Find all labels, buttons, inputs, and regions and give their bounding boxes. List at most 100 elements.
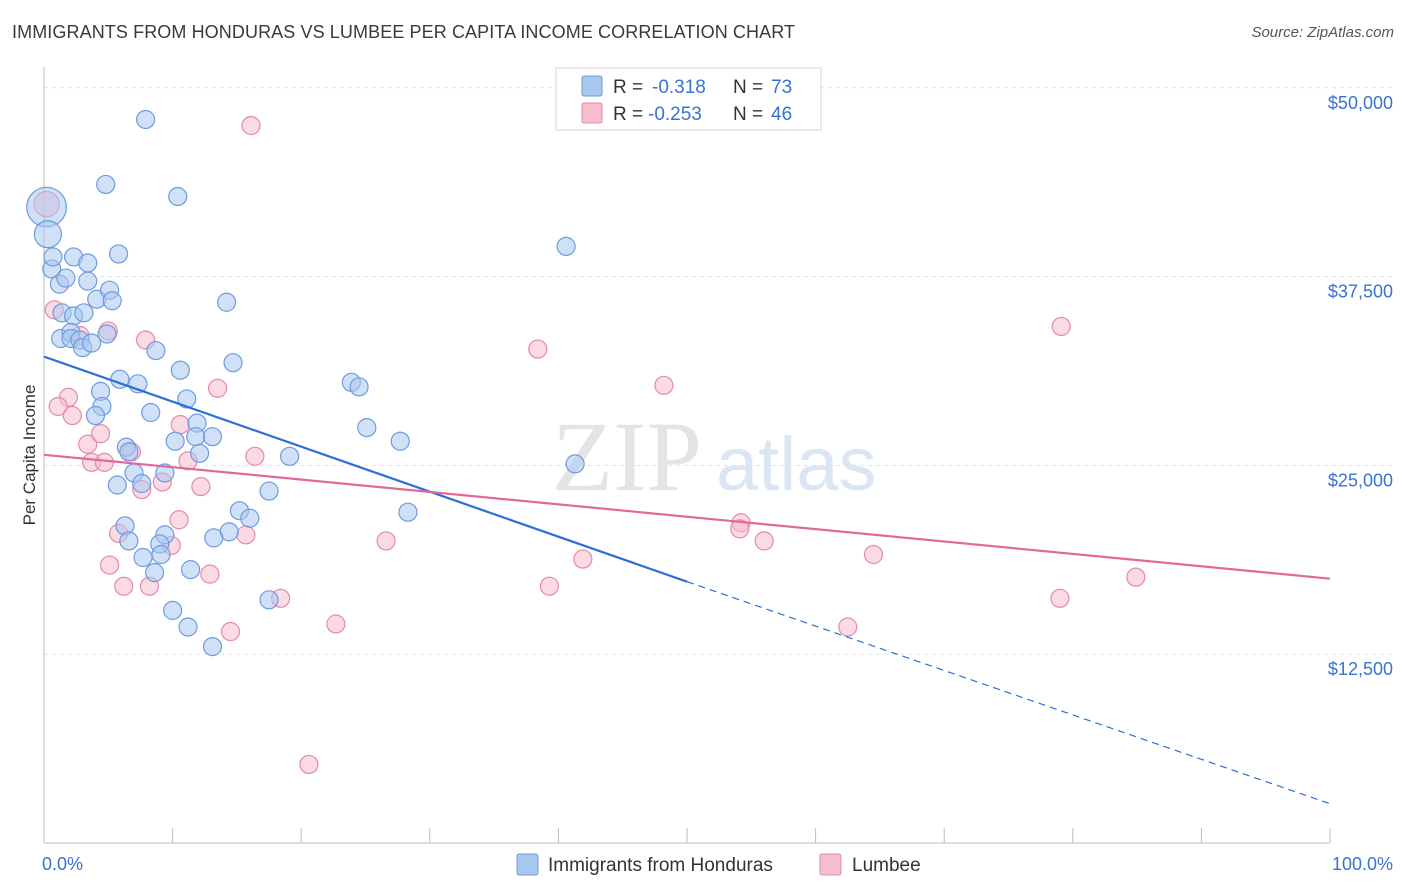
trend-lines: [43, 355, 1331, 805]
lumbee-point: [48, 396, 68, 417]
lumbee-point: [539, 576, 559, 596]
legend-swatch-honduras: [581, 75, 603, 97]
honduras-point: [168, 186, 188, 207]
honduras-point: [133, 547, 153, 568]
honduras-point: [108, 244, 129, 264]
honduras-point: [132, 473, 152, 494]
lumbee-point: [754, 531, 774, 551]
honduras-point: [165, 431, 185, 451]
lumbee-point: [241, 115, 261, 136]
honduras-point: [398, 502, 418, 522]
x-tick-label: 0.0%: [42, 854, 83, 874]
lumbee-point: [99, 555, 120, 575]
honduras-point: [178, 617, 198, 637]
honduras-point: [181, 560, 201, 580]
lumbee-point: [376, 531, 396, 551]
honduras-point: [135, 109, 156, 130]
lumbee-trend-line: [43, 453, 1331, 580]
lumbee-point: [94, 452, 115, 472]
series-legend-label-lumbee: Lumbee: [852, 855, 921, 876]
legend-r-value-honduras: -0.318: [652, 77, 706, 98]
honduras-point: [565, 454, 585, 474]
lumbee-point: [245, 446, 265, 466]
legend-n-label-honduras: N =: [733, 77, 763, 98]
honduras-trend-line: [43, 355, 688, 583]
y-tick-label: $37,500: [1328, 282, 1393, 302]
honduras-point: [357, 418, 377, 438]
honduras-point: [240, 508, 260, 528]
legend-r-value-lumbee: -0.253: [648, 104, 702, 125]
honduras-point: [163, 600, 183, 620]
honduras-point: [190, 443, 210, 463]
honduras-point: [390, 431, 410, 451]
y-tick-labels: $50,000 $37,500 $25,000 $12,500: [1328, 93, 1393, 679]
honduras-point: [144, 563, 165, 583]
lumbee-point: [299, 754, 319, 775]
honduras-point: [96, 174, 116, 195]
lumbee-point: [90, 424, 111, 444]
lumbee-point: [114, 576, 134, 596]
legend-swatch-lumbee: [581, 102, 603, 124]
lumbee-points: [33, 115, 1146, 775]
y-axis-label: Per Capita Income: [20, 385, 39, 526]
honduras-point: [119, 442, 139, 462]
lumbee-point: [78, 434, 98, 454]
lumbee-point: [191, 476, 211, 497]
honduras-point: [78, 271, 98, 291]
lumbee-point: [220, 621, 241, 642]
lumbee-point: [62, 405, 82, 426]
honduras-point: [43, 247, 63, 267]
legend-n-value-lumbee: 46: [771, 104, 792, 125]
honduras-point: [107, 475, 127, 495]
y-tick-label: $25,000: [1328, 470, 1393, 490]
lumbee-point: [170, 414, 190, 435]
grid-lines: [44, 87, 1395, 655]
y-tick-label: $50,000: [1328, 93, 1393, 113]
series-legend-swatch-honduras: [516, 853, 539, 876]
legend-r-label-honduras: R =: [613, 77, 643, 98]
honduras-point: [177, 389, 197, 409]
honduras-point: [259, 481, 279, 501]
lumbee-point: [863, 544, 884, 565]
honduras-point: [85, 405, 106, 426]
lumbee-point: [838, 617, 858, 637]
honduras-point: [349, 377, 369, 397]
honduras-points: [26, 109, 585, 657]
honduras-point: [204, 528, 224, 548]
x-tick-labels: 0.0% 100.0%: [42, 854, 1393, 874]
honduras-point: [217, 292, 237, 312]
lumbee-point: [730, 519, 750, 539]
honduras-point: [202, 427, 223, 447]
lumbee-point: [1126, 567, 1146, 587]
x-tick-label: 100.0%: [1332, 854, 1393, 874]
honduras-point: [186, 427, 206, 447]
lumbee-point: [573, 549, 593, 569]
honduras-point: [33, 220, 62, 249]
legend-n-value-honduras: 73: [771, 77, 792, 98]
lumbee-point: [326, 614, 346, 634]
source-credit: Source: ZipAtlas.com: [1251, 24, 1394, 41]
lumbee-point: [1051, 316, 1071, 337]
honduras-point: [78, 253, 98, 273]
honduras-point: [155, 463, 175, 483]
honduras-point: [146, 340, 166, 361]
lumbee-point: [1050, 588, 1070, 608]
y-tick-label: $12,500: [1328, 659, 1393, 679]
honduras-point: [81, 333, 102, 353]
honduras-point: [56, 268, 76, 288]
watermark-atlas: atlas: [716, 422, 877, 507]
honduras-point: [259, 590, 279, 610]
legend-r-label-lumbee: R =: [613, 104, 643, 125]
honduras-point: [119, 531, 139, 551]
chart-title: IMMIGRANTS FROM HONDURAS VS LUMBEE PER C…: [12, 22, 796, 42]
honduras-point: [170, 360, 190, 380]
series-legend: Immigrants from Honduras Lumbee: [516, 853, 921, 876]
stats-legend: R = -0.318 N = 73 R = -0.253 N = 46: [555, 67, 822, 131]
honduras-point: [223, 353, 243, 373]
lumbee-point: [208, 378, 228, 398]
watermark: ZIP atlas: [552, 401, 877, 512]
honduras-point: [556, 236, 576, 256]
honduras-point: [141, 402, 161, 423]
honduras-point: [280, 446, 300, 466]
